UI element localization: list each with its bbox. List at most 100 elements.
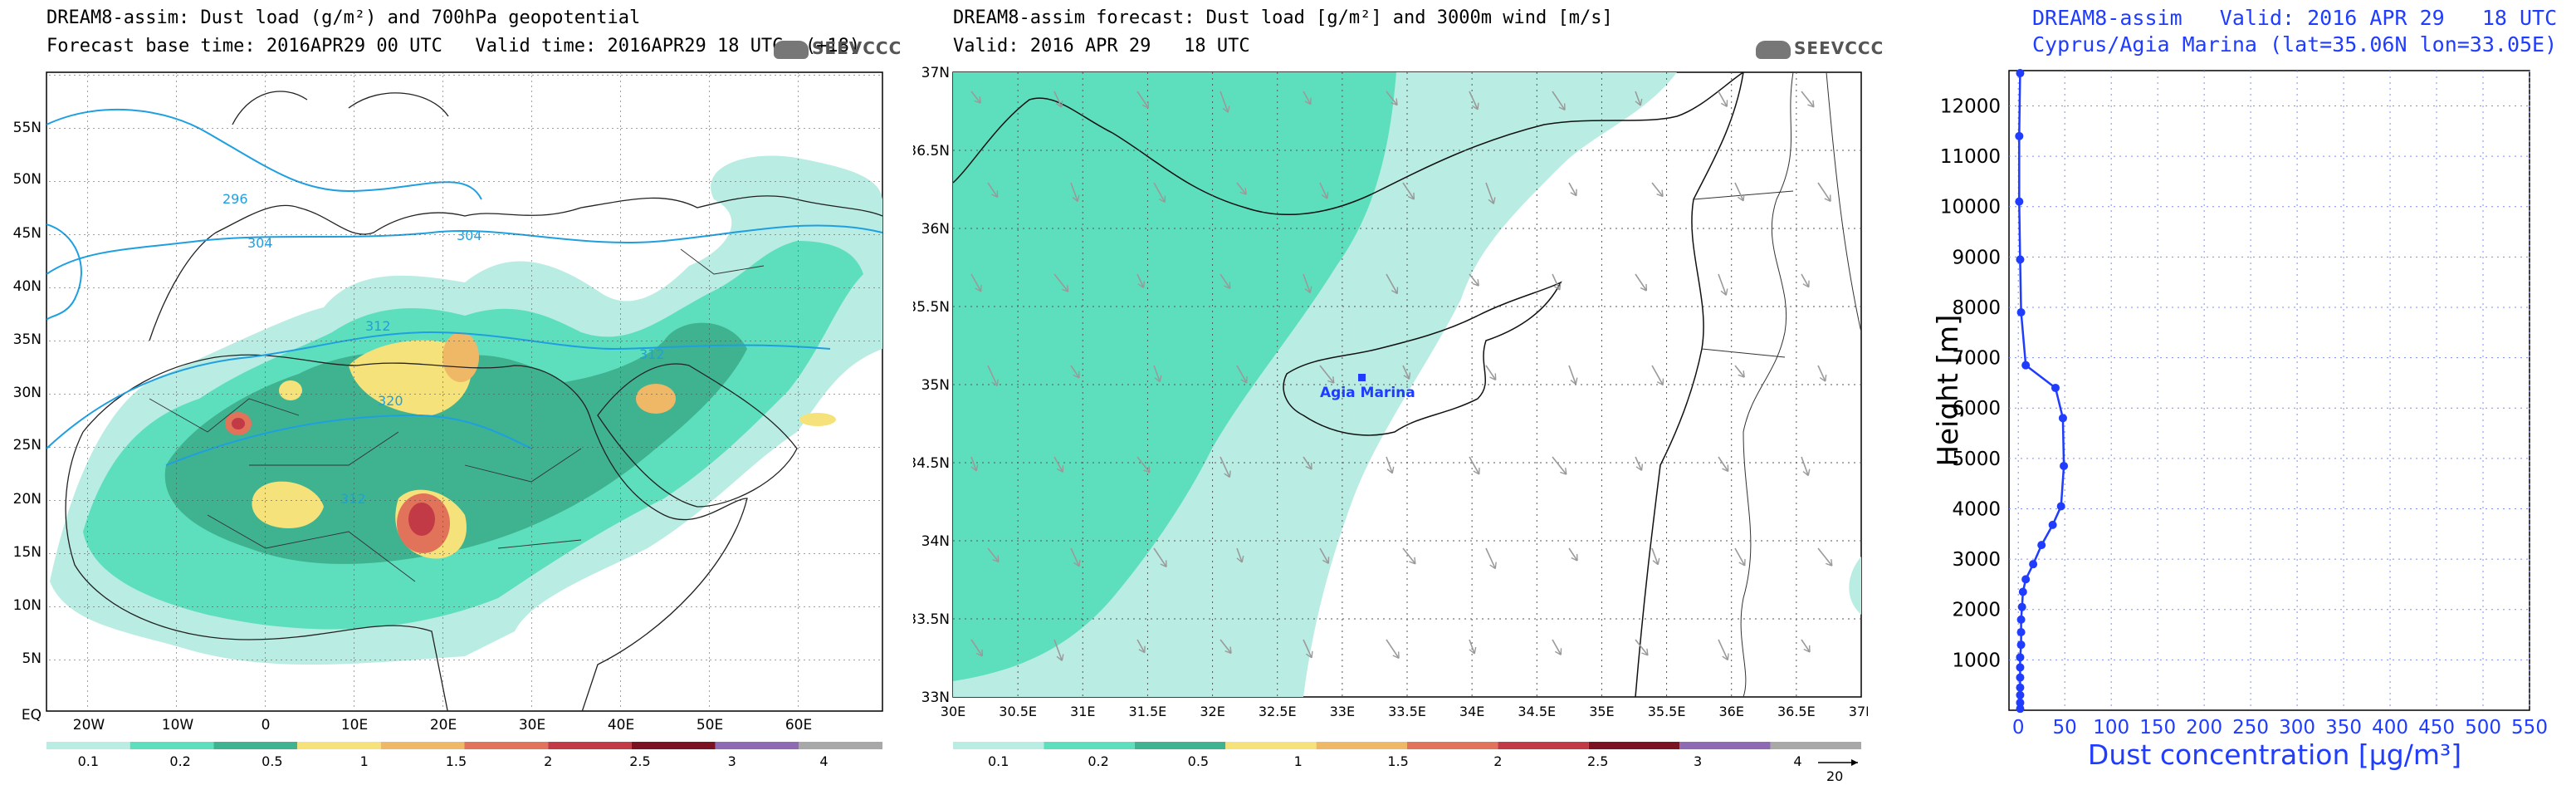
colorbar-label: 0.1 bbox=[988, 753, 1009, 769]
wind-arrowhead bbox=[1720, 100, 1728, 107]
profile-point bbox=[2021, 575, 2031, 584]
wind-arrow bbox=[1485, 365, 1497, 380]
wind-arrowhead bbox=[1571, 553, 1578, 562]
cyprus-coastline bbox=[1283, 281, 1562, 436]
wind-arrow bbox=[1220, 273, 1231, 289]
wind-arrowhead bbox=[1158, 195, 1166, 204]
lat-label: 36N bbox=[921, 221, 950, 238]
profile-point bbox=[2017, 602, 2026, 611]
wind-arrow bbox=[1635, 639, 1649, 656]
plot-frame bbox=[2008, 70, 2530, 711]
lat-label: 40N bbox=[13, 278, 42, 295]
lat-label: 55N bbox=[13, 120, 42, 136]
wind-arrow bbox=[1386, 456, 1393, 473]
profile-point bbox=[2016, 308, 2026, 317]
wind-arrowhead bbox=[1224, 282, 1231, 290]
lon-label: 34E bbox=[1459, 704, 1484, 719]
wind-arrowhead bbox=[1570, 189, 1577, 197]
wind-arrowhead bbox=[1073, 559, 1081, 567]
colorbar-label: 1 bbox=[1294, 753, 1303, 769]
wind-arrow bbox=[970, 456, 977, 472]
wind-arrowhead bbox=[1722, 464, 1729, 473]
wind-arrow bbox=[1635, 456, 1643, 471]
contour-label: 304 bbox=[247, 235, 273, 251]
wind-arrowhead bbox=[1222, 105, 1230, 113]
y-tick-label: 7000 bbox=[1952, 348, 2001, 370]
wind-arrowhead bbox=[975, 284, 982, 292]
colorbar-segment bbox=[130, 742, 214, 749]
wind-arrow bbox=[1718, 639, 1729, 660]
x-axis-label: Dust concentration [µg/m³] bbox=[2088, 738, 2461, 771]
wind-arrow bbox=[1220, 91, 1229, 113]
wind-arrow bbox=[1136, 273, 1145, 288]
lat-label: 45N bbox=[13, 225, 42, 242]
lon-label: 32E bbox=[1200, 704, 1224, 719]
x-tick-label: 400 bbox=[2372, 717, 2408, 738]
wind-arrowhead bbox=[1240, 375, 1248, 384]
wind-arrow bbox=[1469, 639, 1475, 655]
levant-coastline bbox=[1635, 72, 1744, 697]
wind-arrow bbox=[1402, 365, 1410, 380]
wind-arrowhead bbox=[970, 464, 979, 472]
wind-arrow bbox=[1070, 365, 1080, 379]
x-tick-label: 0 bbox=[2012, 717, 2025, 738]
wind-arrow bbox=[1153, 547, 1167, 567]
profile-point bbox=[2060, 461, 2069, 470]
wind-arrowhead bbox=[1472, 279, 1479, 287]
wind-arrow bbox=[1718, 273, 1728, 296]
wind-arrow bbox=[1734, 547, 1746, 567]
wind-arrowhead bbox=[1819, 375, 1827, 382]
profile-point bbox=[2015, 197, 2024, 206]
y-tick-label: 3000 bbox=[1952, 549, 2001, 571]
lat-label: 33N bbox=[921, 689, 950, 706]
wind-arrow bbox=[970, 639, 984, 657]
wind-arrow bbox=[1817, 547, 1833, 567]
wind-arrow bbox=[987, 365, 999, 386]
wind-arrow bbox=[1552, 456, 1567, 475]
y-tick-label: 4000 bbox=[1952, 498, 2001, 520]
wind-arrowhead bbox=[1560, 468, 1567, 475]
panel1-lat-labels: 55N 50N 45N 40N 35N 30N 25N 20N 15N 10N 5N EQ bbox=[13, 120, 42, 724]
wind-arrow bbox=[1386, 273, 1398, 294]
colorbar-segment bbox=[799, 742, 882, 749]
x-tick-label: 350 bbox=[2325, 717, 2362, 738]
lon-label: 36.5E bbox=[1777, 704, 1816, 719]
panel2-logo: SEEVCCC bbox=[1756, 38, 1884, 59]
wind-arrowhead bbox=[1738, 194, 1745, 202]
wind-arrowhead bbox=[1321, 192, 1329, 199]
lat-label: 34.5N bbox=[913, 455, 950, 472]
colorbar-label: 1.5 bbox=[1387, 753, 1408, 769]
lat-label: 10N bbox=[13, 597, 42, 614]
lon-label: 33.5E bbox=[1388, 704, 1426, 719]
levant-borders bbox=[1693, 72, 1861, 697]
lon-label: 31E bbox=[1070, 704, 1095, 719]
panel1-contour-labels: 296 304 304 312 312 320 312 bbox=[222, 191, 665, 507]
panel2-colorbar: 0.1 0.2 0.5 1 1.5 2 2.5 3 4 bbox=[953, 742, 1861, 769]
profile-point bbox=[2016, 69, 2025, 78]
lon-label: 30E bbox=[519, 717, 545, 733]
profile-point bbox=[2016, 704, 2025, 714]
contour-label: 312 bbox=[365, 318, 391, 334]
lat-label: 20N bbox=[13, 491, 42, 508]
wind-arrowhead bbox=[1652, 557, 1660, 566]
wind-arrow bbox=[1153, 365, 1161, 382]
wind-arrow bbox=[987, 182, 999, 198]
panel1-colorbar: 0.1 0.2 0.5 1 1.5 2 2.5 3 4 bbox=[46, 742, 882, 769]
dust-area-corner bbox=[1849, 557, 1861, 615]
colorbar-label: 0.2 bbox=[1088, 753, 1108, 769]
colorbar-label: 0.5 bbox=[1188, 753, 1209, 769]
profile-point bbox=[2016, 653, 2025, 662]
contour-label: 312 bbox=[340, 491, 366, 507]
wind-arrow bbox=[1386, 639, 1400, 659]
wind-arrow bbox=[1070, 182, 1078, 202]
wind-arrow bbox=[987, 547, 1000, 562]
colorbar-label: 2.5 bbox=[629, 753, 650, 769]
lat-label: 35N bbox=[921, 377, 950, 394]
wind-arrow bbox=[1552, 273, 1561, 291]
wind-arrow bbox=[1552, 91, 1566, 110]
wind-arrow bbox=[1817, 182, 1831, 202]
contour-label: 320 bbox=[378, 393, 403, 409]
wind-arrow bbox=[1303, 639, 1312, 659]
wind-arrow bbox=[1651, 182, 1664, 197]
